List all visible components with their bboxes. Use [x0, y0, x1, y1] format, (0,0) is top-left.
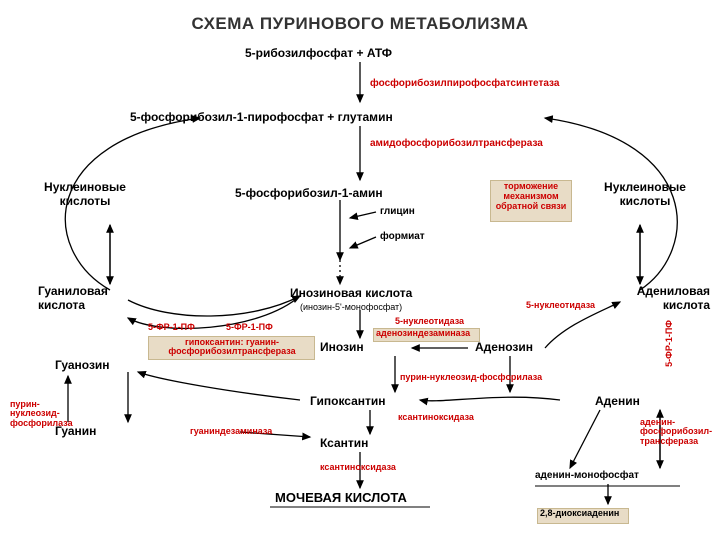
node-formiate: формиат — [380, 231, 425, 242]
node-adenine: Аденин — [595, 394, 640, 408]
enz-pnp: пурин-нуклеозид-фосфорилаза — [400, 372, 542, 382]
node-inosine: Инозин — [320, 340, 364, 354]
enz-amido: амидофосфорибозилтрансфераза — [370, 138, 543, 149]
node-dioxiadenine: 2,8-диоксиаденин — [540, 508, 619, 518]
enz-5nuc-1: 5-нуклеотидаза — [395, 316, 464, 326]
node-adenine-mp: аденин-монофосфат — [535, 470, 639, 481]
enz-5fr1pf-2: 5-ФР-1-ПФ — [226, 322, 273, 332]
node-adenosine: Аденозин — [475, 340, 533, 354]
node-imp: Инозиновая кислота — [290, 286, 412, 300]
enz-feedback: торможениемеханизмомобратной связи — [492, 182, 570, 212]
enz-hgprt: гипоксантин: гуанин-фосфорибозилтрансфер… — [152, 338, 312, 357]
node-gmp: Гуаниловаякислота — [38, 284, 138, 312]
enz-ksox1: ксантиноксидаза — [398, 412, 474, 422]
node-prpp: 5-фосфорибозил-1-пирофосфат + глутамин — [130, 110, 393, 124]
enz-gdam: гуаниндезаминаза — [190, 426, 272, 436]
node-nucleic-right: Нуклеиновыекислоты — [590, 180, 700, 208]
node-pr-amine: 5-фосфорибозил-1-амин — [235, 186, 383, 200]
node-imp-sub: (инозин-5'-монофосфат) — [300, 302, 402, 312]
node-glycine: глицин — [380, 206, 415, 217]
enz-prpp-synth: фосфорибозилпирофосфатсинтетаза — [370, 78, 559, 89]
arrow-layer — [0, 0, 720, 540]
enz-ksox2: ксантиноксидаза — [320, 462, 396, 472]
enz-5fr1pf-1: 5-ФР-1-ПФ — [148, 322, 195, 332]
enz-aprt: аденин-фосфорибозил-трансфераза — [640, 418, 710, 446]
node-guanosine: Гуанозин — [55, 358, 110, 372]
node-ribosylphosphate: 5-рибозилфосфат + АТФ — [245, 46, 392, 60]
enz-ada: аденозиндезаминаза — [376, 328, 470, 338]
diagram-title: СХЕМА ПУРИНОВОГО МЕТАБОЛИЗМА — [150, 14, 570, 34]
enz-pnp-left: пурин-нуклеозид-фосфорилаза — [10, 400, 68, 428]
node-uric-acid: МОЧЕВАЯ КИСЛОТА — [275, 490, 407, 505]
node-hypoxanthine: Гипоксантин — [310, 394, 386, 408]
node-xanthine: Ксантин — [320, 436, 368, 450]
enz-5nuc-2: 5-нуклеотидаза — [526, 300, 595, 310]
node-nucleic-left: Нуклеиновыекислоты — [30, 180, 140, 208]
diagram-canvas: СХЕМА ПУРИНОВОГО МЕТАБОЛИЗМА 5-рибозилфо… — [0, 0, 720, 540]
node-amp-acid: Адениловаякислота — [600, 284, 710, 312]
enz-5fr1pf-3: 5-ФР-1-ПФ — [664, 320, 674, 367]
